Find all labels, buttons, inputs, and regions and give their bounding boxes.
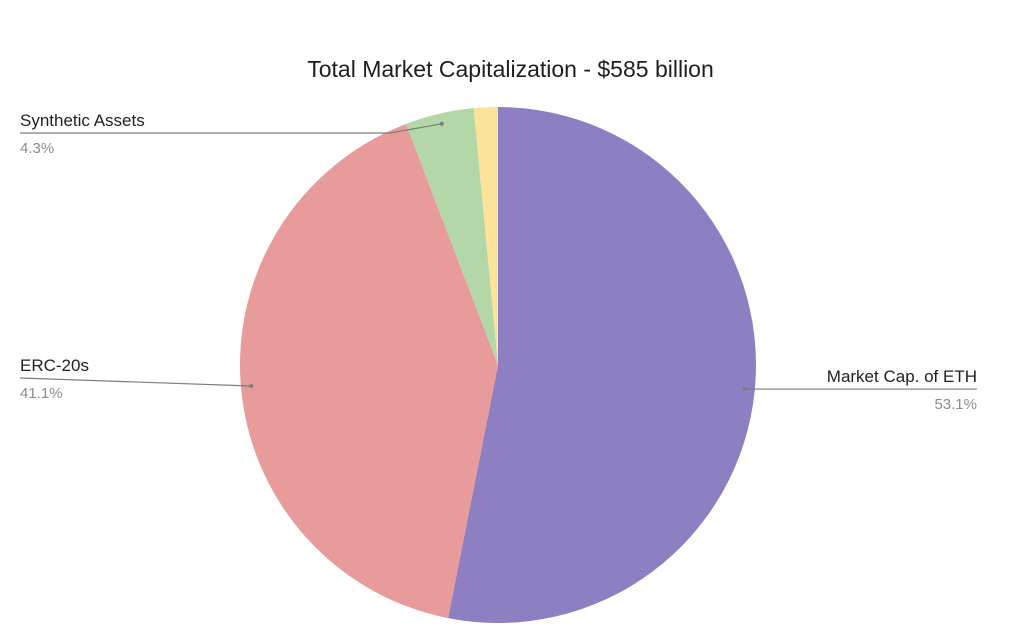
slice-label-erc-20s: ERC-20s bbox=[20, 356, 89, 375]
slice-percent-market-cap-of-eth: 53.1% bbox=[934, 396, 977, 413]
pie-slice-erc-20s bbox=[240, 123, 498, 619]
slices-layer bbox=[240, 107, 756, 623]
leader-dot-market-cap-of-eth bbox=[742, 387, 747, 392]
pie-slice-synthetic-assets bbox=[406, 108, 498, 365]
pie-slice-unlabeled bbox=[473, 107, 498, 365]
pie-slice-market-cap-of-eth bbox=[448, 107, 756, 623]
chart-title: Total Market Capitalization - $585 billi… bbox=[307, 56, 714, 82]
slice-percent-synthetic-assets: 4.3% bbox=[20, 140, 54, 157]
leader-dot-erc-20s bbox=[249, 383, 254, 388]
slice-label-market-cap-of-eth: Market Cap. of ETH bbox=[827, 367, 977, 386]
leader-line-synthetic-assets bbox=[20, 123, 442, 134]
slice-percent-erc-20s: 41.1% bbox=[20, 385, 63, 402]
leader-dot-synthetic-assets bbox=[439, 121, 444, 126]
slice-label-synthetic-assets: Synthetic Assets bbox=[20, 111, 145, 130]
leader-line-erc-20s bbox=[19, 377, 252, 387]
labels-layer: Market Cap. of ETH 53.1% ERC-20s 41.1% Synth… bbox=[19, 111, 977, 413]
